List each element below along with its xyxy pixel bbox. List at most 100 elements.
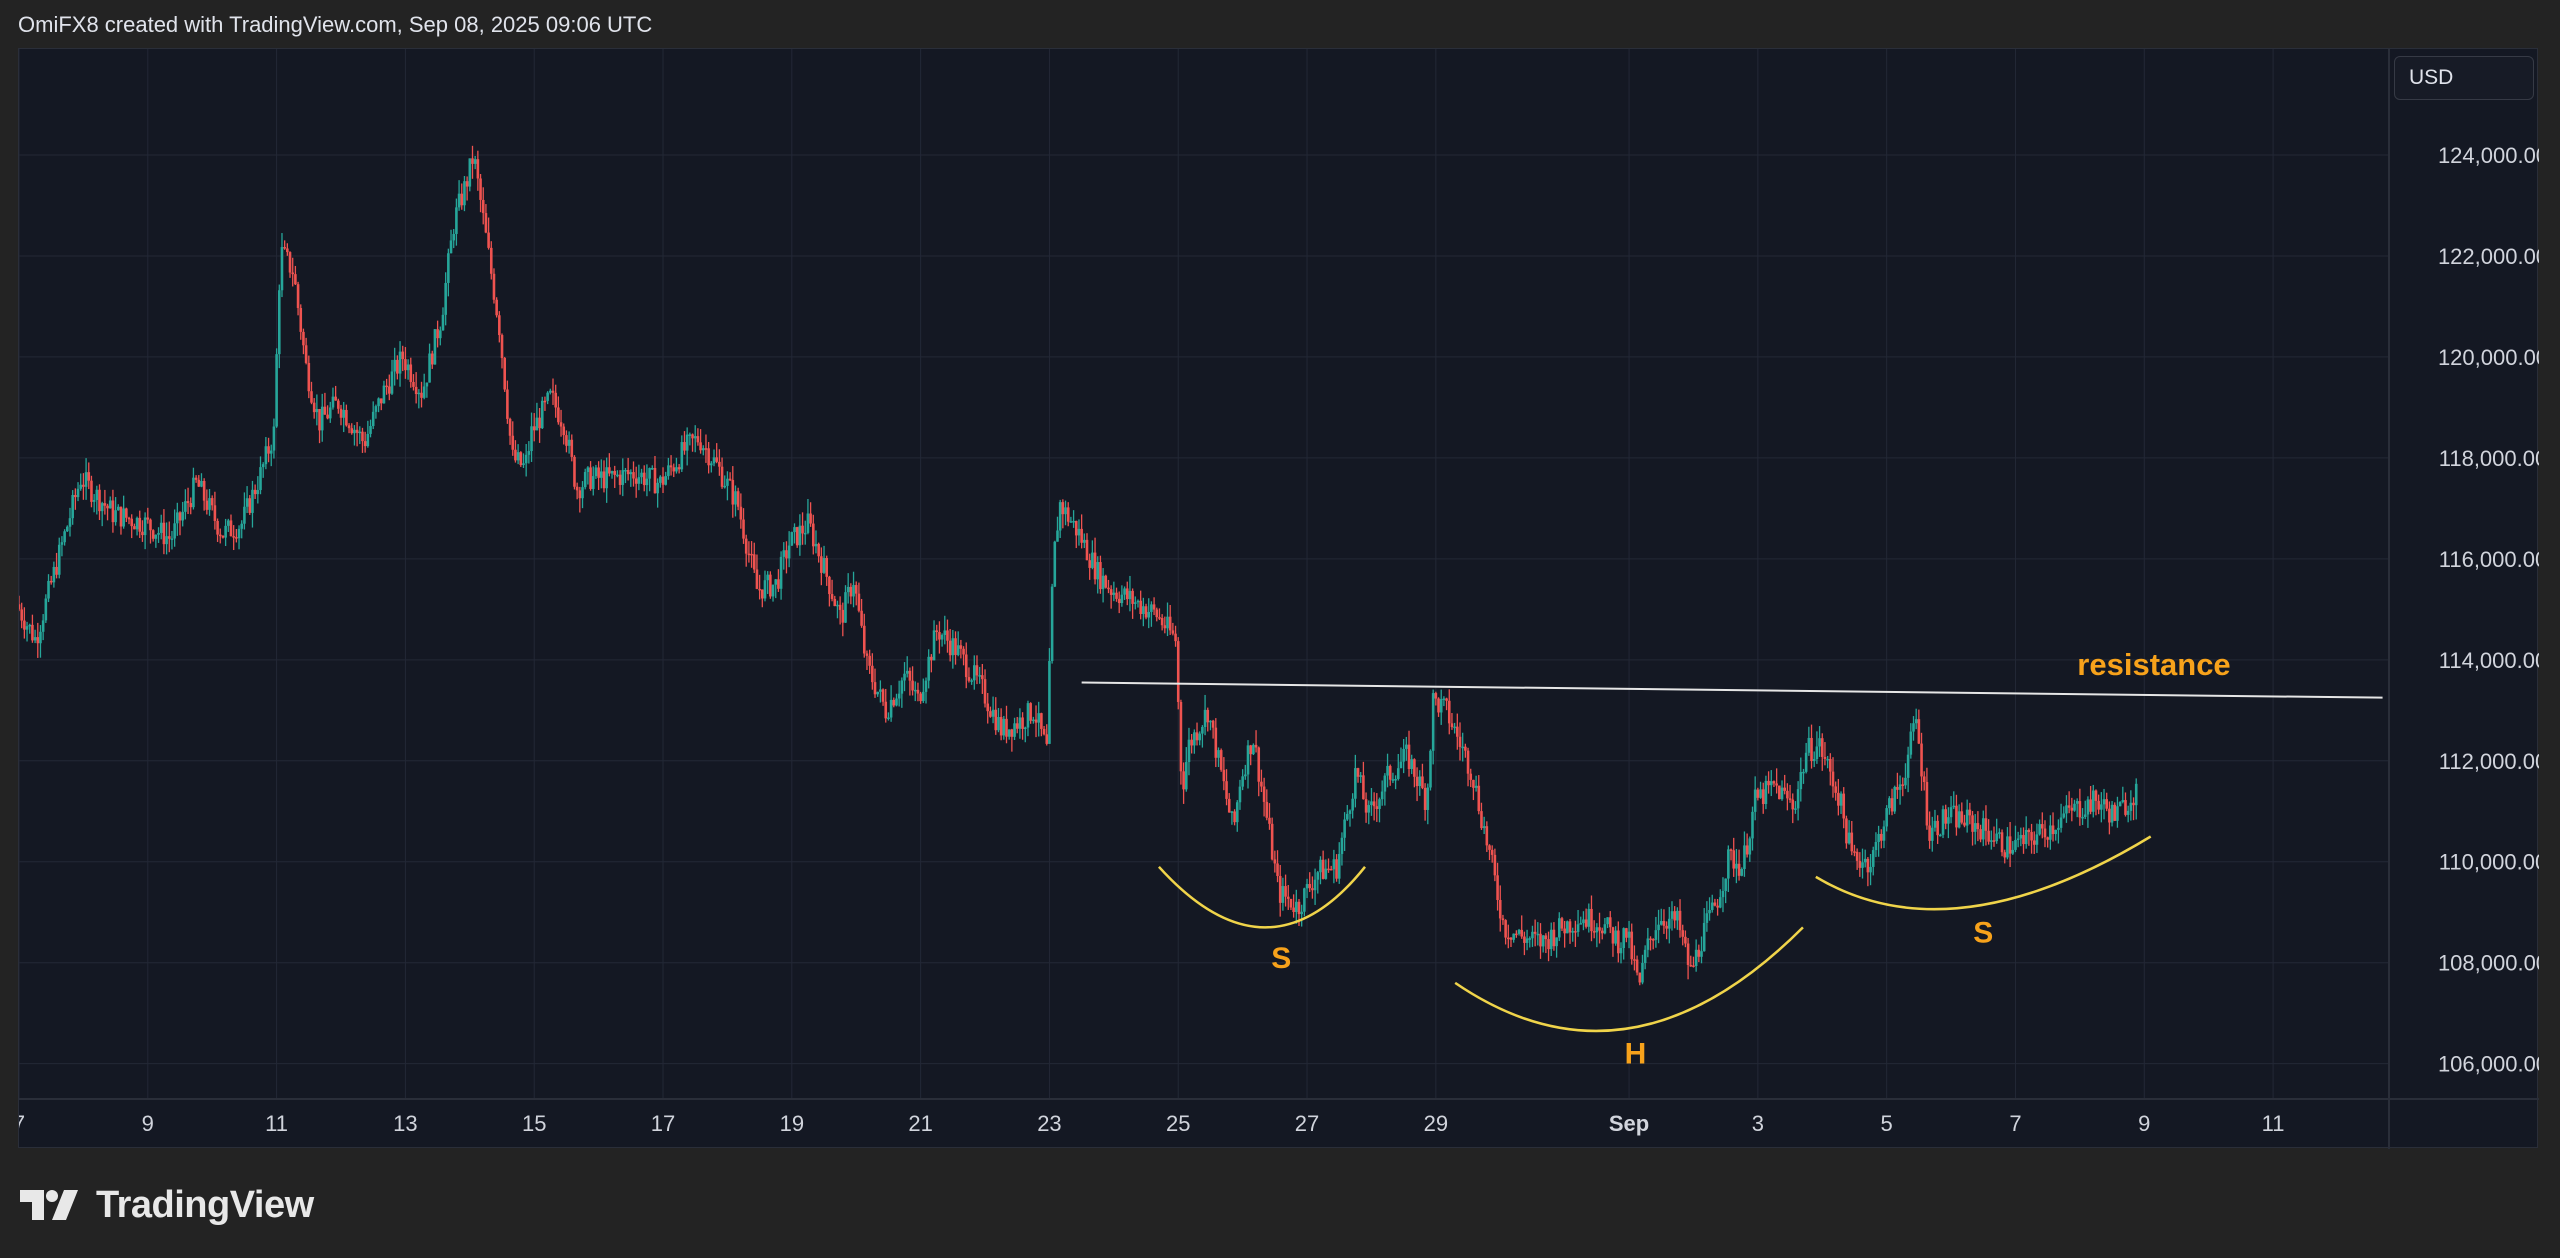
candle-down [283,247,286,249]
candle-up [1370,801,1373,806]
candle-up [1914,719,1918,724]
candle-down [119,506,123,527]
candle-up [889,699,893,718]
candle-down [36,637,40,644]
candle-down [87,472,91,481]
candle-up [1184,762,1188,790]
candle-up [688,434,692,436]
candle-down [291,272,295,275]
candle-down [1855,851,1859,861]
candle-down [1611,927,1615,944]
candle-up [1603,924,1607,934]
candle-down [1085,539,1089,561]
candle-down [975,665,979,676]
candle-down [1917,719,1921,744]
x-tick-label: 23 [1037,1111,1061,1136]
candle-up [664,476,668,485]
candle-down [495,299,498,316]
candle-down [1928,825,1931,841]
currency-selector[interactable]: USD [2394,56,2534,100]
candle-down [1866,858,1870,873]
candle-down [2070,807,2074,811]
candle-down [1968,809,1972,816]
candle-down [1600,930,1604,934]
candle-up [1300,911,1303,915]
candle-down [1547,939,1550,950]
candle-down [672,467,676,472]
candle-down [465,181,469,187]
candle-down [543,400,547,403]
candle-down [683,442,686,451]
candle-down [1485,826,1489,846]
candle-up [2073,803,2076,811]
candle-down [1144,606,1148,618]
candle-up [1235,802,1239,823]
candle-up [1316,872,1320,880]
candle-up [1128,590,1132,600]
candle-down [294,274,297,285]
candle-down [1896,786,1899,790]
candle-up [251,489,254,513]
candle-down [1922,776,1926,783]
candle-up [712,457,716,464]
y-tick-label: 122,000.00 [2438,244,2539,269]
candle-up [605,467,608,489]
candle-up [522,463,525,466]
candle-up [1659,921,1663,925]
candle-down [1093,552,1097,580]
candle-down [1276,863,1279,876]
candle-up [1882,826,1886,841]
candle-up [2116,806,2119,821]
candle-up [1939,834,1942,837]
candle-up [272,426,276,451]
candle-down [111,500,115,523]
candle-up [473,159,477,164]
candle-up [1748,838,1752,855]
candle-down [138,517,142,532]
candle-up [1839,793,1843,806]
candle-down [2105,799,2109,809]
candle-down [1515,933,1518,936]
x-tick-label: 15 [522,1111,546,1136]
chart-panel[interactable]: resistance S H S 124,000.00 122,000.00 120,00… [18,48,2539,1149]
tradingview-wordmark: TradingView [96,1183,314,1226]
candle-up [371,411,375,427]
candle-down [908,670,912,681]
candle-up [1244,774,1247,777]
y-tick-label: 120,000.00 [2438,345,2539,370]
candle-down [379,398,383,404]
candle-down [2051,825,2055,835]
price-chart[interactable]: resistance S H S 124,000.00 122,000.00 120,00… [19,49,2539,1149]
candle-up [1123,588,1126,595]
candle-down [1131,590,1134,604]
tradingview-logo[interactable]: TradingView [20,1180,314,1230]
candle-up [616,474,619,477]
candle-down [967,677,971,681]
candle-down [830,594,834,599]
candle-down [1329,868,1333,871]
candle-up [224,525,227,538]
candle-up [184,501,187,512]
candle-up [227,520,230,526]
candle-down [769,574,772,597]
candle-up [1359,775,1363,777]
y-tick-label: 112,000.00 [2439,749,2539,774]
candle-down [1045,734,1049,744]
candle-down [1179,701,1183,772]
candle-up [245,498,249,507]
candle-down [752,554,756,570]
candle-down [1901,784,1905,786]
candle-up [610,471,614,474]
candle-down [106,505,109,509]
candle-down [1823,756,1827,759]
candle-down [2108,808,2111,823]
candle-down [575,486,579,491]
candle-down [1249,745,1252,755]
candle-down [1673,911,1676,921]
candle-down [232,536,235,538]
candle-down [1920,743,1923,777]
candle-up [2129,802,2133,811]
candle-up [978,675,981,677]
candle-down [562,426,566,436]
candle-down [983,679,987,704]
